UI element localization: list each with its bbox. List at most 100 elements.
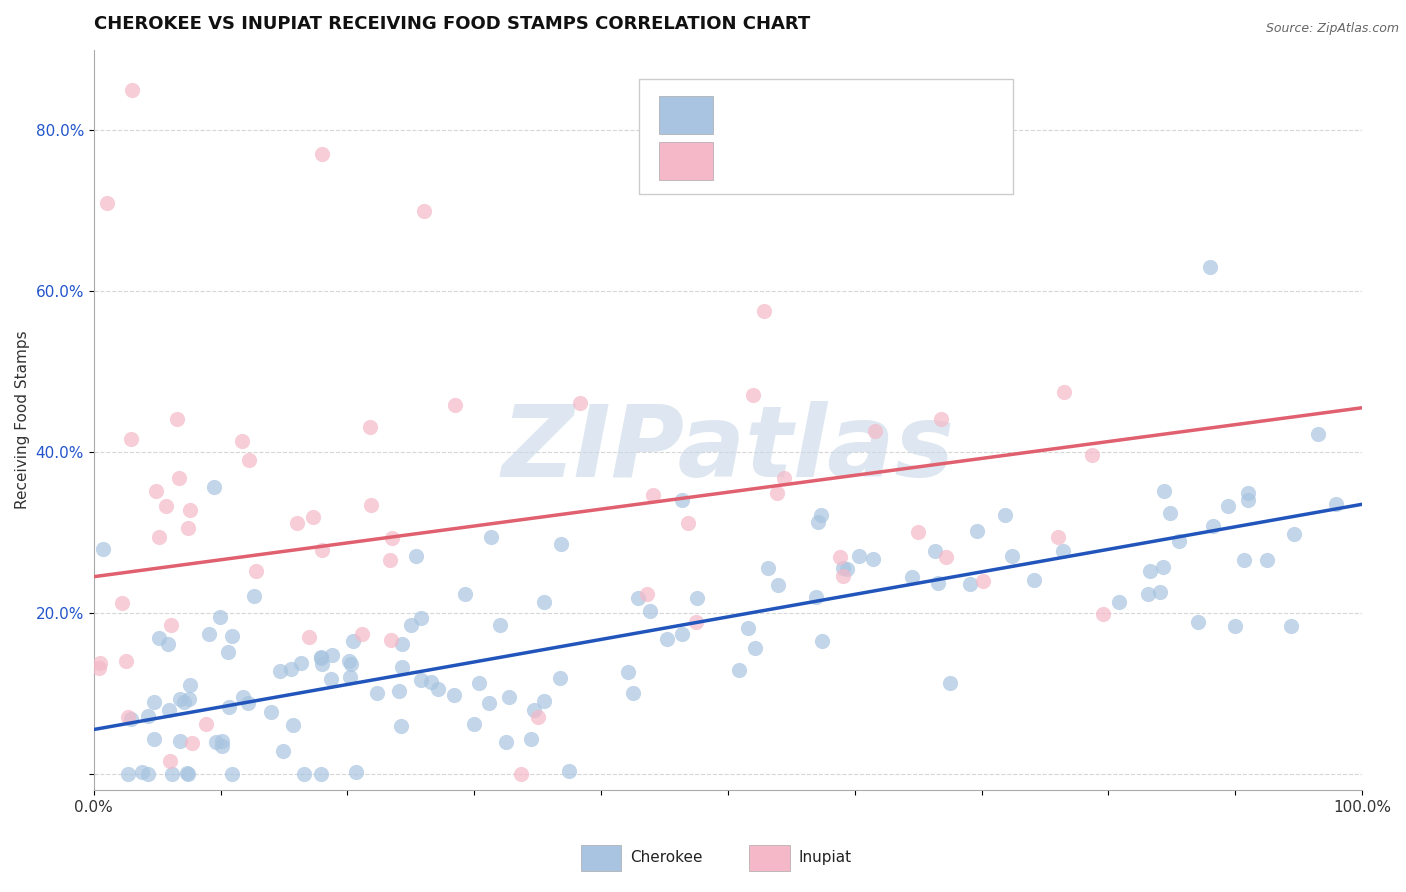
Point [221,629,243,643]
Point [405,549,427,563]
Point [232,690,254,704]
Point [218,700,240,714]
Point [1198,260,1220,274]
Point [389,719,412,733]
Point [366,686,388,700]
Point [311,543,333,558]
Point [1047,530,1070,544]
Point [468,676,491,690]
Point [443,688,465,702]
Text: R = 0.451   N = 129: R = 0.451 N = 129 [728,103,935,121]
Point [772,471,794,485]
Point [160,617,183,632]
Point [211,733,233,747]
FancyBboxPatch shape [659,142,713,180]
Point [643,488,665,502]
Point [756,561,779,575]
Point [176,765,198,780]
Point [283,717,305,731]
Point [1233,553,1256,567]
Point [1187,615,1209,630]
Point [401,618,423,632]
Point [142,732,165,747]
Point [807,515,830,529]
Point [1022,573,1045,587]
Point [1306,426,1329,441]
Point [409,611,432,625]
Point [117,766,139,780]
Point [929,411,952,425]
Point [142,695,165,709]
Point [157,637,180,651]
Point [1237,485,1260,500]
Point [550,672,572,686]
Point [179,678,201,692]
Point [959,577,981,591]
Point [966,524,988,538]
Point [972,574,994,588]
Point [1149,584,1171,599]
Point [148,632,170,646]
Point [1159,506,1181,520]
Point [391,660,413,674]
Point [671,493,693,508]
Point [204,735,226,749]
Point [520,732,543,747]
Point [177,521,200,535]
Point [89,656,111,670]
Point [533,694,555,708]
Point [321,648,343,663]
Point [211,739,233,753]
Point [1092,607,1115,622]
Point [380,552,402,566]
Point [169,691,191,706]
Point [676,516,699,531]
Point [169,734,191,748]
Point [391,637,413,651]
Point [863,424,886,438]
Point [117,709,139,723]
Point [489,618,512,632]
Point [550,537,572,551]
Point [292,766,315,780]
Point [495,735,517,749]
Text: Cherokee: Cherokee [630,850,703,864]
Point [87,661,110,675]
Point [830,550,852,565]
Text: Source: ZipAtlas.com: Source: ZipAtlas.com [1265,22,1399,36]
Point [1324,498,1347,512]
Point [245,564,267,578]
Point [742,388,765,402]
Point [939,676,962,690]
Point [686,591,709,606]
Point [159,703,181,717]
Point [242,589,264,603]
Point [120,432,142,446]
Point [177,766,200,780]
Point [309,650,332,665]
Point [221,766,243,780]
Point [121,83,143,97]
Point [568,395,591,409]
Point [179,503,201,517]
Point [768,578,790,592]
Point [427,681,450,696]
Point [145,484,167,499]
Point [804,590,827,604]
Point [231,434,253,449]
Text: ZIPatlas: ZIPatlas [502,401,955,498]
Point [115,654,138,668]
Point [359,419,381,434]
FancyBboxPatch shape [659,95,713,134]
Point [166,412,188,426]
Point [621,686,644,700]
Point [728,663,751,677]
Point [319,672,342,686]
Point [1256,553,1278,567]
Point [309,651,332,665]
Point [285,516,308,530]
Point [1081,448,1104,462]
Point [148,530,170,544]
Point [831,561,853,575]
Point [409,673,432,688]
